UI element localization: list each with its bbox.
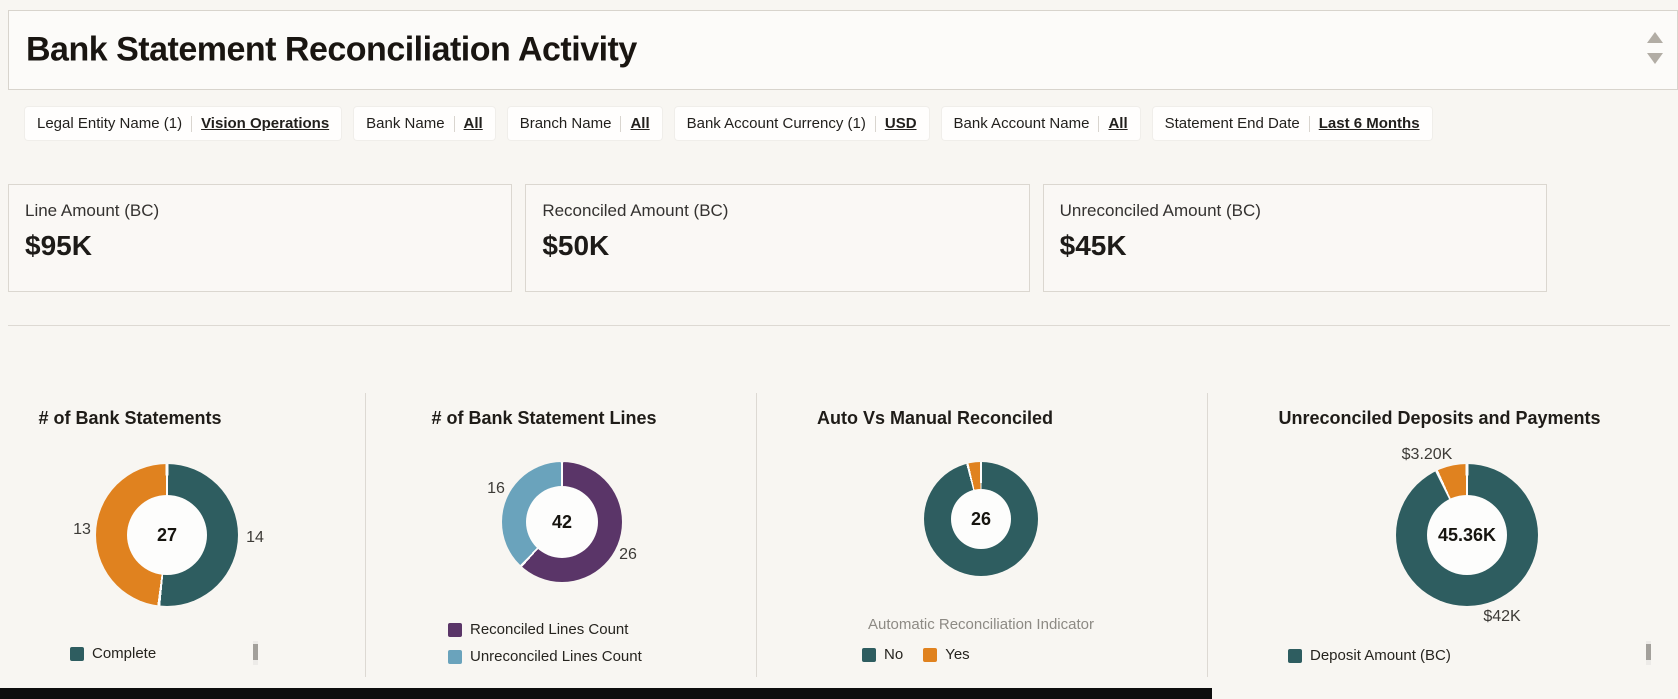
legend-swatch [70, 646, 84, 661]
panel-divider [756, 393, 757, 677]
kpi-value: $50K [542, 230, 610, 261]
legend-label: Reconciled Lines Count [470, 621, 629, 638]
filter-value: Last 6 Months [1318, 115, 1420, 132]
slice-label-orange: 13 [73, 521, 91, 538]
legend-unreconciled-lines[interactable]: Unreconciled Lines Count [448, 648, 642, 665]
legend-reconciled-lines[interactable]: Reconciled Lines Count [448, 621, 628, 638]
legend-deposit-amount[interactable]: Deposit Amount (BC) [1288, 647, 1451, 664]
legend-no[interactable]: No [862, 646, 903, 663]
filter-value: All [630, 115, 650, 132]
slice-label-orange: $3.20K [1401, 446, 1453, 463]
legend-complete[interactable]: Complete [70, 645, 156, 662]
filter-separator [1308, 115, 1310, 132]
legend-label: Yes [945, 646, 970, 663]
filter-bar: Legal Entity Name (1) Vision Operations … [25, 107, 1432, 140]
kpi-reconciled-amount[interactable]: Reconciled Amount (BC) $50K [525, 184, 1030, 292]
panel-divider [1207, 393, 1208, 677]
filter-value: USD [884, 115, 917, 132]
filter-bank-account-currency[interactable]: Bank Account Currency (1) USD [674, 107, 929, 140]
filter-label: Bank Account Name [953, 115, 1090, 132]
filter-branch-name[interactable]: Branch Name All [507, 107, 662, 140]
chart-title-bank-statement-lines: # of Bank Statement Lines [431, 408, 657, 428]
donut-center-value: 27 [156, 524, 178, 545]
slice-label-lightblue: 16 [487, 480, 505, 497]
kpi-row: Line Amount (BC) $95K Reconciled Amount … [8, 184, 1547, 292]
filter-value: All [463, 115, 483, 132]
kpi-value: $45K [1059, 230, 1127, 261]
slice-label-purple: 26 [619, 546, 637, 563]
filter-label: Bank Account Currency (1) [686, 115, 866, 132]
bank-statement-lines-donut[interactable]: 42 [502, 462, 622, 582]
legend-swatch [1288, 648, 1302, 663]
legend-auto-vs-manual: No Yes [862, 646, 970, 663]
page-header: Bank Statement Reconciliation Activity [8, 10, 1678, 90]
auto-vs-manual-donut[interactable]: 26 [924, 462, 1038, 576]
unreconciled-deposits-donut[interactable]: 45.36K [1396, 464, 1538, 606]
scroll-down-icon[interactable] [1647, 53, 1663, 64]
donut-center-value: 26 [970, 508, 992, 529]
panel-divider [365, 393, 366, 677]
section-scroll-arrows [1647, 32, 1663, 64]
filter-separator [1098, 115, 1100, 132]
scroll-up-icon[interactable] [1647, 32, 1663, 43]
filter-statement-end-date[interactable]: Statement End Date Last 6 Months [1152, 107, 1432, 140]
kpi-label: Reconciled Amount (BC) [542, 201, 729, 220]
legend-swatch [448, 622, 462, 637]
chart-title-auto-vs-manual: Auto Vs Manual Reconciled [816, 408, 1054, 428]
charts-row: # of Bank Statements 27 13 14 Complete #… [0, 345, 1678, 699]
donut-center-value: 42 [551, 511, 573, 532]
donut-hole: 27 [127, 495, 207, 575]
donut-hole: 26 [951, 489, 1011, 549]
filter-bank-account-name[interactable]: Bank Account Name All [941, 107, 1140, 140]
legend-label: Deposit Amount (BC) [1310, 647, 1451, 664]
legend-scrollbar-thumb[interactable] [253, 644, 258, 660]
legend-swatch [923, 647, 938, 662]
page-title: Bank Statement Reconciliation Activity [26, 30, 637, 69]
kpi-label: Unreconciled Amount (BC) [1059, 201, 1261, 220]
legend-scrollbar-thumb[interactable] [1646, 644, 1651, 660]
slice-label-teal: $42K [1483, 608, 1521, 625]
legend-swatch [862, 647, 876, 662]
legend-label: Complete [92, 645, 157, 662]
kpi-unreconciled-amount[interactable]: Unreconciled Amount (BC) $45K [1042, 184, 1547, 292]
filter-separator [191, 115, 193, 132]
donut-hole: 42 [526, 486, 598, 558]
chart-title-unreconciled-deposits: Unreconciled Deposits and Payments [1278, 408, 1601, 428]
legend-yes[interactable]: Yes [923, 646, 970, 663]
donut-center-value: 45.36K [1437, 524, 1497, 545]
filter-value: Vision Operations [201, 115, 330, 132]
filter-separator [874, 115, 876, 132]
filter-label: Branch Name [519, 115, 612, 132]
legend-label: No [884, 646, 904, 663]
filter-label: Legal Entity Name (1) [37, 115, 183, 132]
kpi-label: Line Amount (BC) [25, 201, 160, 220]
kpi-line-amount[interactable]: Line Amount (BC) $95K [8, 184, 513, 292]
slice-label-teal: 14 [246, 529, 264, 546]
filter-separator [620, 115, 622, 132]
kpi-value: $95K [25, 230, 92, 261]
filter-label: Bank Name [366, 115, 445, 132]
filter-bank-name[interactable]: Bank Name All [354, 107, 495, 140]
next-section-edge [0, 688, 1212, 699]
section-divider [8, 325, 1670, 326]
axis-label-auto-reconciliation: Automatic Reconciliation Indicator [868, 616, 1094, 633]
filter-value: All [1108, 115, 1128, 132]
filter-label: Statement End Date [1164, 115, 1300, 132]
bank-statements-donut[interactable]: 27 [96, 464, 238, 606]
filter-separator [453, 115, 455, 132]
chart-title-bank-statements: # of Bank Statements [38, 408, 222, 428]
filter-legal-entity[interactable]: Legal Entity Name (1) Vision Operations [25, 107, 342, 140]
legend-swatch [448, 649, 462, 664]
donut-hole: 45.36K [1427, 495, 1507, 575]
legend-label: Unreconciled Lines Count [470, 648, 642, 665]
